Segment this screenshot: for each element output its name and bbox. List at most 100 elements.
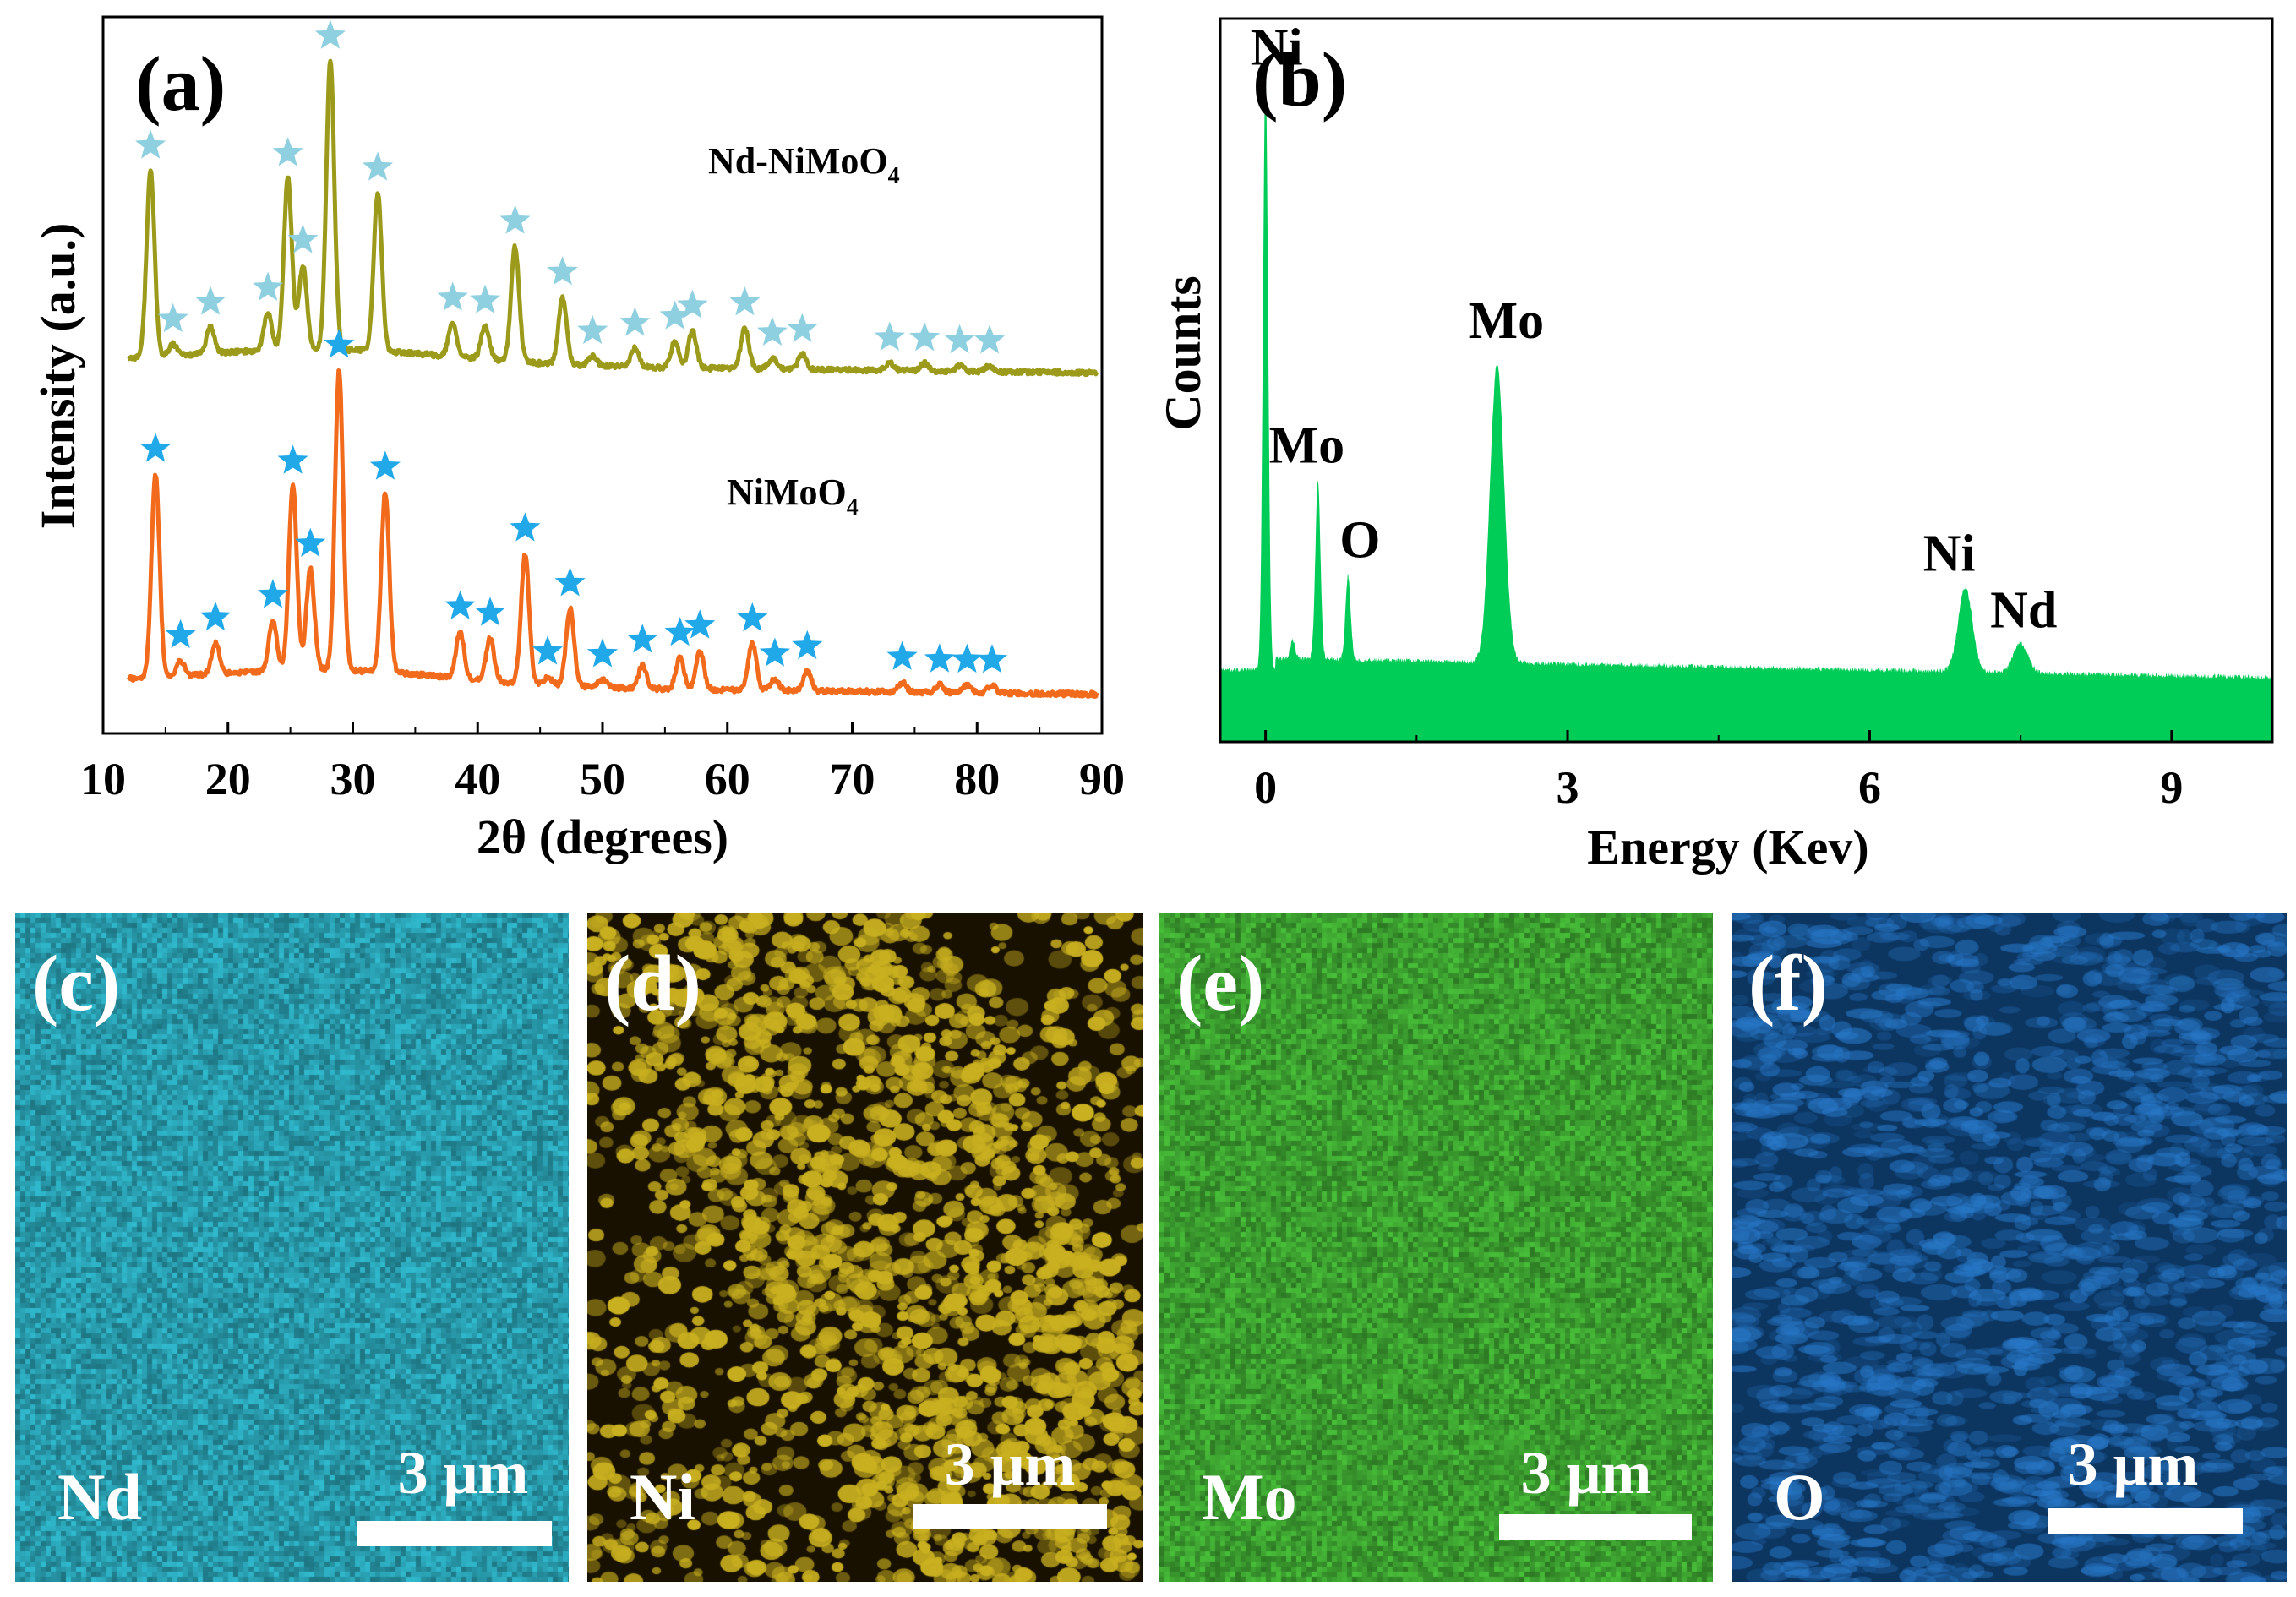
peak-star-marker bbox=[886, 640, 918, 670]
map-image-ni bbox=[587, 913, 1143, 1582]
x-axis-label-b: Energy (Kev) bbox=[1587, 820, 1868, 875]
scale-label-nd: 3 μm bbox=[397, 1439, 529, 1507]
eds-peak-label-o: O bbox=[1339, 511, 1380, 569]
map-panel-ni: (d) Ni 3 μm bbox=[587, 913, 1143, 1582]
map-letter-c: (c) bbox=[32, 940, 121, 1027]
peak-star-marker bbox=[759, 637, 790, 667]
eds-peak-label-nd: Nd bbox=[1990, 581, 2057, 639]
peak-star-marker bbox=[135, 129, 166, 159]
scale-bar-mo bbox=[1499, 1514, 1692, 1540]
y-axis-label-b: Counts bbox=[1155, 275, 1211, 430]
eds-plot-frame bbox=[1219, 17, 2274, 744]
scale-label-ni: 3 μm bbox=[944, 1431, 1076, 1498]
peak-star-marker bbox=[475, 597, 506, 626]
peak-star-marker bbox=[756, 316, 788, 346]
map-panel-mo: (e) Mo 3 μm bbox=[1159, 913, 1713, 1582]
eds-spectrum-area bbox=[1220, 72, 2271, 742]
peak-star-marker bbox=[924, 643, 955, 673]
peak-star-marker bbox=[684, 609, 716, 639]
scale-bar-nd bbox=[357, 1521, 552, 1546]
y-axis-label-a: Intensity (a.u.) bbox=[30, 223, 85, 530]
peak-star-marker bbox=[363, 151, 394, 181]
x-tick-label-a: 40 bbox=[455, 754, 500, 804]
map-image-o bbox=[1732, 913, 2287, 1582]
scale-bar-o bbox=[2048, 1508, 2243, 1534]
peak-star-marker bbox=[952, 643, 983, 673]
peak-star-marker bbox=[195, 286, 226, 315]
series-label-nimoo4: NiMoO4 bbox=[727, 471, 859, 521]
peak-star-marker bbox=[295, 527, 326, 557]
peak-star-marker bbox=[664, 617, 695, 646]
map-image-nd bbox=[15, 913, 569, 1582]
series-label-nd-nimoo4: Nd-NiMoO4 bbox=[708, 140, 900, 189]
scale-bar-ni bbox=[913, 1504, 1107, 1529]
peak-star-marker bbox=[737, 602, 768, 632]
peak-star-marker bbox=[140, 433, 172, 462]
map-element-ni: Ni bbox=[630, 1460, 695, 1534]
map-panel-o: (f) O 3 μm bbox=[1732, 913, 2287, 1582]
map-element-o: O bbox=[1774, 1460, 1825, 1534]
scale-label-mo: 3 μm bbox=[1520, 1439, 1652, 1507]
map-image-mo bbox=[1159, 913, 1713, 1582]
peak-star-marker bbox=[792, 630, 823, 660]
peak-star-marker bbox=[554, 567, 586, 597]
peak-star-marker bbox=[547, 256, 578, 286]
xrd-chart: 10 20 30 40 50 60 70 80 90 (a) Nd-NiMoO4 NiMoO4 … bbox=[30, 15, 1125, 864]
peak-star-marker bbox=[257, 579, 288, 608]
x-tick-label-a: 30 bbox=[330, 754, 376, 804]
eds-peak-label-ni: Ni bbox=[1923, 525, 1976, 582]
x-tick-label-a: 10 bbox=[80, 754, 126, 804]
peak-star-marker bbox=[437, 281, 468, 311]
x-axis-label-a: 2θ (degrees) bbox=[477, 809, 728, 864]
x-tick-label-b: 3 bbox=[1557, 762, 1579, 813]
peak-star-marker bbox=[253, 271, 284, 301]
peak-star-marker bbox=[577, 314, 608, 345]
xrd-plot-frame bbox=[101, 15, 1104, 735]
x-tick-label-a: 60 bbox=[705, 754, 750, 804]
panel-letter-a: (a) bbox=[135, 41, 226, 127]
map-element-mo: Mo bbox=[1202, 1460, 1297, 1534]
panel-letter-b: (b) bbox=[1252, 36, 1347, 123]
x-tick-label-a: 90 bbox=[1079, 754, 1125, 804]
peak-star-marker bbox=[874, 321, 905, 351]
x-tick-label-a: 50 bbox=[580, 754, 625, 804]
peak-star-marker bbox=[909, 322, 941, 352]
peak-star-marker bbox=[976, 644, 1008, 673]
map-letter-e: (e) bbox=[1176, 940, 1265, 1027]
x-tick-label-a: 20 bbox=[205, 754, 251, 804]
peak-star-marker bbox=[369, 450, 401, 480]
peak-star-marker bbox=[157, 303, 188, 333]
peak-star-marker bbox=[944, 324, 975, 354]
eds-peak-label-mo: Mo bbox=[1469, 292, 1545, 350]
map-panel-nd: (c) Nd 3 μm bbox=[15, 913, 569, 1582]
peak-star-marker bbox=[510, 512, 541, 542]
peak-star-marker bbox=[199, 601, 231, 631]
peak-star-marker bbox=[314, 19, 346, 49]
peak-star-marker bbox=[277, 444, 308, 474]
peak-star-marker bbox=[659, 300, 690, 330]
peak-star-marker bbox=[619, 307, 651, 336]
eds-peak-label-ni: Ni bbox=[1251, 19, 1303, 76]
xrd-series-line-nd-nimoo4 bbox=[126, 58, 1099, 378]
map-letter-f: (f) bbox=[1748, 940, 1828, 1027]
peak-star-marker bbox=[165, 619, 196, 649]
x-tick-label-b: 0 bbox=[1254, 762, 1277, 813]
x-tick-label-a: 80 bbox=[954, 754, 1000, 804]
map-element-nd: Nd bbox=[57, 1460, 142, 1534]
map-letter-d: (d) bbox=[604, 940, 701, 1027]
peak-star-marker bbox=[272, 137, 303, 166]
eds-peak-label-mo: Mo bbox=[1269, 417, 1345, 474]
peak-star-marker bbox=[729, 286, 761, 316]
peak-star-marker bbox=[586, 638, 619, 668]
peak-star-marker bbox=[787, 313, 818, 342]
peak-star-marker bbox=[287, 224, 319, 253]
peak-star-marker bbox=[324, 329, 355, 358]
peak-star-marker bbox=[499, 204, 531, 234]
xrd-series-line-nimoo4 bbox=[126, 368, 1099, 699]
peak-star-marker bbox=[470, 284, 501, 313]
peak-star-marker bbox=[444, 590, 476, 619]
peak-star-marker bbox=[627, 624, 658, 653]
x-tick-label-b: 9 bbox=[2160, 762, 2183, 813]
scale-label-o: 3 μm bbox=[2067, 1431, 2199, 1498]
